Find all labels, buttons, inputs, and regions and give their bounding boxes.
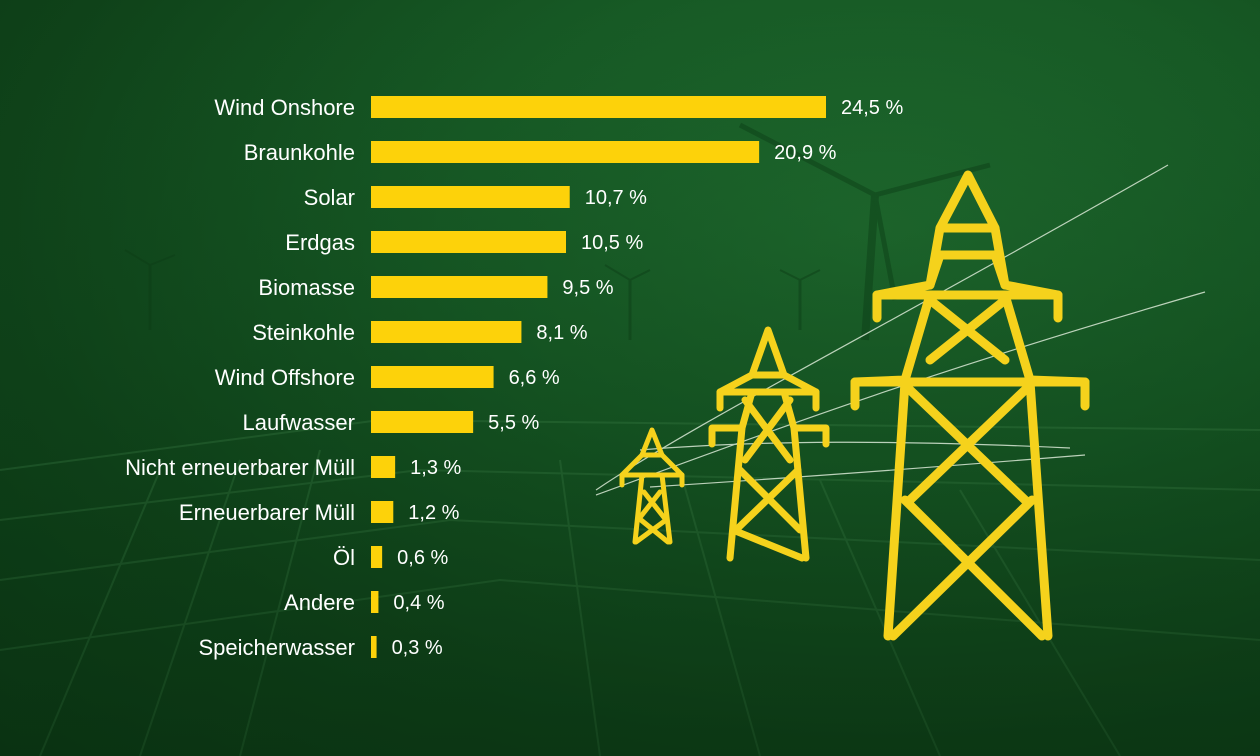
category-label: Wind Offshore: [215, 365, 355, 390]
category-label: Erneuerbarer Müll: [179, 500, 355, 525]
power-pylon-icon: [619, 170, 1090, 641]
category-label: Laufwasser: [242, 410, 355, 435]
category-label: Steinkohle: [252, 320, 355, 345]
bar: [371, 366, 494, 388]
value-label: 9,5 %: [562, 277, 613, 299]
bar: [371, 141, 760, 163]
category-label: Braunkohle: [244, 140, 355, 165]
bar: [371, 231, 566, 253]
bar: [371, 411, 474, 433]
value-label: 24,5 %: [841, 97, 903, 119]
category-label: Solar: [304, 185, 355, 210]
value-label: 8,1 %: [536, 322, 587, 344]
bar: [371, 501, 394, 523]
value-label: 0,4 %: [393, 592, 444, 614]
bar: [371, 456, 396, 478]
bar: [371, 591, 379, 613]
category-label: Erdgas: [285, 230, 355, 255]
value-label: 5,5 %: [488, 412, 539, 434]
bar: [371, 96, 826, 118]
value-label: 10,5 %: [581, 232, 643, 254]
category-label: Andere: [284, 590, 355, 615]
bar: [371, 321, 522, 343]
category-label: Nicht erneuerbarer Müll: [125, 455, 355, 480]
bar: [371, 546, 383, 568]
bar: [371, 186, 570, 208]
category-label: Speicherwasser: [198, 635, 355, 660]
value-label: 20,9 %: [774, 142, 836, 164]
value-label: 6,6 %: [509, 367, 560, 389]
category-label: Öl: [333, 545, 355, 570]
value-label: 1,3 %: [410, 457, 461, 479]
value-label: 0,3 %: [392, 637, 443, 659]
category-label: Biomasse: [258, 275, 355, 300]
category-label: Wind Onshore: [214, 95, 355, 120]
bar: [371, 636, 377, 658]
value-label: 1,2 %: [408, 502, 459, 524]
value-label: 10,7 %: [585, 187, 647, 209]
bar: [371, 276, 548, 298]
value-label: 0,6 %: [397, 547, 448, 569]
